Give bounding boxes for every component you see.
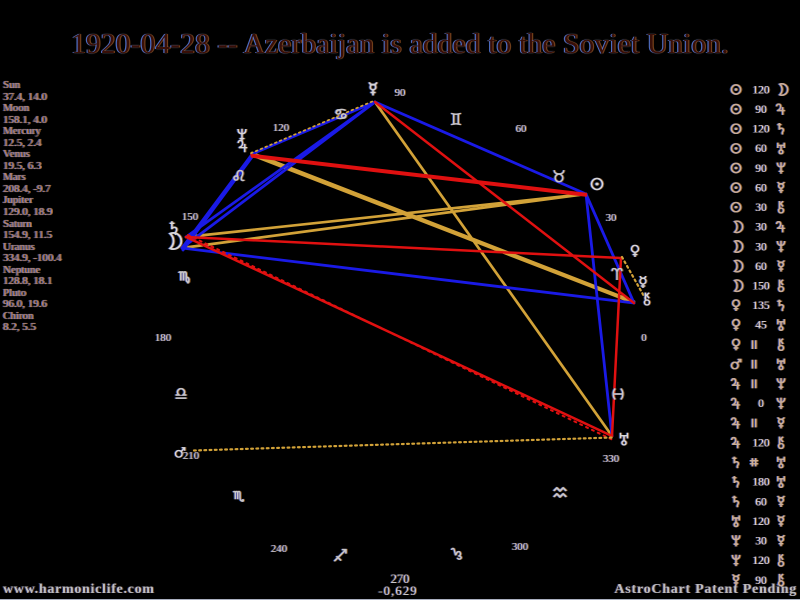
svg-text:60: 60 [755,496,767,508]
svg-text:120: 120 [752,516,770,528]
svg-text:120: 120 [752,124,770,136]
svg-text:0: 0 [641,332,646,344]
svg-text:135: 135 [752,300,770,312]
svg-text:90: 90 [755,575,767,587]
svg-text:60: 60 [755,143,767,155]
svg-text:330: 330 [603,453,619,465]
svg-text:210: 210 [183,450,199,462]
svg-text:270: 270 [391,572,410,586]
svg-text:300: 300 [512,541,528,553]
svg-text:150: 150 [752,281,770,293]
svg-text:60: 60 [755,182,767,194]
svg-text:30: 30 [755,202,767,214]
svg-text:150: 150 [182,211,198,223]
svg-text:90: 90 [755,104,767,116]
svg-text:90: 90 [395,87,406,99]
svg-text:30: 30 [606,212,617,224]
svg-text:180: 180 [752,477,770,489]
svg-text:-0,629: -0,629 [378,584,418,598]
svg-text:30: 30 [755,536,767,548]
svg-text:30: 30 [755,241,767,253]
svg-text:30: 30 [755,222,767,234]
svg-text:45: 45 [755,320,767,332]
svg-text:60: 60 [755,261,767,273]
svg-text:240: 240 [271,543,287,555]
svg-text:120: 120 [752,555,770,567]
svg-text:90: 90 [755,163,767,175]
svg-text:120: 120 [752,438,770,450]
svg-text:120: 120 [752,84,770,96]
svg-text:0: 0 [758,398,764,410]
svg-text:60: 60 [516,123,527,135]
svg-text:120: 120 [273,122,289,134]
svg-text:180: 180 [155,332,171,344]
